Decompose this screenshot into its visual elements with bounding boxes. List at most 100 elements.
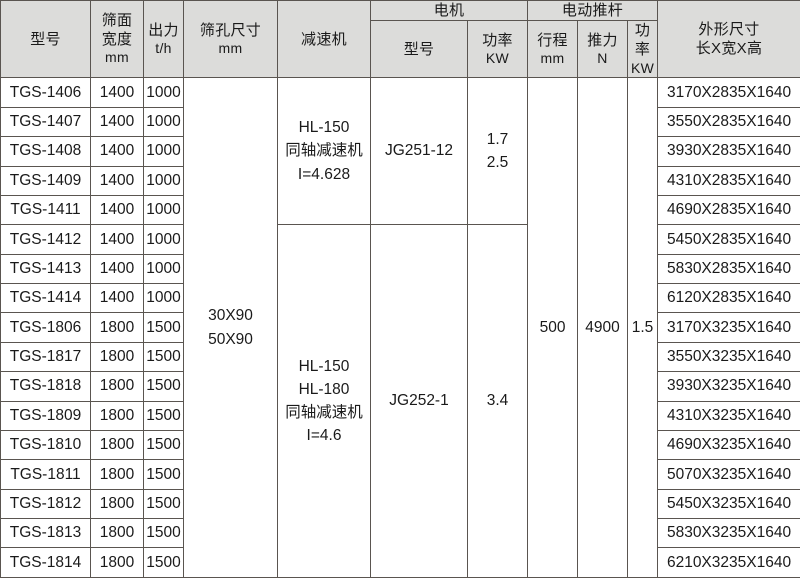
cell-screen-width: 1800 [90,400,144,431]
cell-dimensions: 6120X2835X1640 [657,283,800,314]
table-row: TGS-1412 1400 1000 HL-150 HL-180 同轴减速机 I… [0,224,800,578]
table-row: TGS-1812 1800 1500 5450X3235X1640 [0,488,800,520]
header-group-motor: 电机 [369,0,529,22]
cell-dimensions: 3550X3235X1640 [657,341,800,373]
table-row: TGS-1414 1400 1000 6120X2835X1640 [0,283,800,314]
cell-model: TGS-1818 [0,371,91,402]
cell-screen-width: 1800 [90,459,144,490]
header-row-columns: 型号 功率 KW 行程 mm 推力 N 功率 KW [1,20,800,79]
table-row: TGS-1810 1800 1500 4690X3235X1640 [0,429,800,461]
cell-motor-model-group-2: JG252-1 [370,224,468,578]
cell-actuator-power: 1.5 [627,77,659,578]
cell-dimensions: 5450X2835X1640 [657,224,800,255]
cell-output: 1000 [143,253,184,285]
cell-model: TGS-1414 [0,283,91,314]
cell-output: 1000 [143,194,184,226]
cell-screen-width: 1400 [90,136,144,167]
header-motor-power: 功率 KW [466,20,529,79]
cell-aperture-merged: 30X90 50X90 [183,77,278,578]
cell-model: TGS-1811 [0,459,91,490]
header-actuator-thrust: 推力 N [577,20,629,79]
cell-screen-width: 1800 [90,547,144,578]
cell-output: 1500 [143,429,184,461]
header-motor-model: 型号 [370,20,468,79]
header-screen-width: 筛面 宽度 mm [90,0,144,79]
cell-dimensions: 3930X3235X1640 [657,371,800,402]
table-row: TGS-1811 1800 1500 5070X3235X1640 [0,459,800,490]
cell-screen-width: 1400 [90,77,144,108]
cell-actuator-stroke: 500 [527,77,579,578]
cell-dimensions: 4690X2835X1640 [657,194,800,226]
cell-dimensions: 5830X2835X1640 [657,253,800,285]
cell-dimensions: 4310X3235X1640 [657,400,800,431]
cell-dimensions: 5070X3235X1640 [657,459,800,490]
cell-screen-width: 1400 [90,253,144,285]
cell-model: TGS-1408 [0,136,91,167]
table-row: TGS-1413 1400 1000 5830X2835X1640 [0,253,800,285]
header-reducer: 减速机 [277,0,371,79]
cell-screen-width: 1400 [90,224,144,255]
cell-model: TGS-1809 [0,400,91,431]
cell-motor-model-group-1: JG251-12 [370,77,468,226]
table-body: TGS-1406 1400 1000 30X90 50X90 HL-150 同轴… [0,77,800,578]
table-row: TGS-1809 1800 1500 4310X3235X1640 [0,400,800,431]
cell-model: TGS-1406 [0,77,91,108]
cell-dimensions: 5830X3235X1640 [657,518,800,549]
cell-output: 1500 [143,547,184,578]
cell-output: 1500 [143,341,184,373]
table-row: TGS-1411 1400 1000 4690X2835X1640 [0,194,800,226]
table-row: TGS-1817 1800 1500 3550X3235X1640 [0,341,800,373]
cell-reducer-group-2: HL-150 HL-180 同轴减速机 I=4.6 [277,224,371,578]
cell-dimensions: 6210X3235X1640 [657,547,800,578]
cell-screen-width: 1800 [90,518,144,549]
cell-screen-width: 1400 [90,165,144,196]
cell-model: TGS-1813 [0,518,91,549]
header-model: 型号 [0,0,91,79]
cell-output: 1500 [143,400,184,431]
header-output: 出力 t/h [143,0,184,79]
cell-model: TGS-1411 [0,194,91,226]
cell-screen-width: 1800 [90,341,144,373]
cell-output: 1000 [143,106,184,138]
table-row: TGS-1818 1800 1500 3930X3235X1640 [0,371,800,402]
cell-screen-width: 1800 [90,488,144,520]
cell-screen-width: 1800 [90,312,144,343]
cell-dimensions: 3170X2835X1640 [657,77,800,108]
cell-dimensions: 3550X2835X1640 [657,106,800,138]
cell-model: TGS-1812 [0,488,91,520]
cell-output: 1000 [143,77,184,108]
cell-screen-width: 1400 [90,106,144,138]
table-row: TGS-1406 1400 1000 30X90 50X90 HL-150 同轴… [0,77,800,578]
header-row-group: 型号 筛面 宽度 mm 出力 t/h 筛孔尺寸 mm 减速机 电机 电动 [0,0,800,79]
table-row: TGS-1813 1800 1500 5830X3235X1640 [0,518,800,549]
header-group-actuator: 电动推杆 [527,0,659,22]
cell-dimensions: 3170X3235X1640 [657,312,800,343]
cell-screen-width: 1400 [90,283,144,314]
cell-dimensions: 5450X3235X1640 [657,488,800,520]
cell-dimensions: 4310X2835X1640 [657,165,800,196]
cell-actuator-thrust: 4900 [577,77,629,578]
table-row: TGS-1408 1400 1000 3930X2835X1640 [0,136,800,167]
header-aperture: 筛孔尺寸 mm [183,0,278,79]
cell-reducer-group-1: HL-150 同轴减速机 I=4.628 [277,77,371,226]
cell-dimensions: 3930X2835X1640 [657,136,800,167]
cell-model: TGS-1817 [0,341,91,373]
cell-model: TGS-1810 [0,429,91,461]
cell-output: 1500 [143,371,184,402]
cell-model: TGS-1409 [0,165,91,196]
cell-model: TGS-1407 [0,106,91,138]
cell-motor-power-group-1: 1.7 2.5 [466,77,529,226]
cell-model: TGS-1806 [0,312,91,343]
cell-output: 1000 [143,224,184,255]
header-actuator-power: 功率 KW [627,20,659,79]
cell-screen-width: 1400 [90,194,144,226]
table-row: TGS-1409 1400 1000 4310X2835X1640 [0,165,800,196]
cell-model: TGS-1814 [0,547,91,578]
cell-screen-width: 1800 [90,429,144,461]
header-dimensions: 外形尺寸 长X宽X高 [657,0,800,79]
header-actuator-stroke: 行程 mm [527,20,579,79]
cell-output: 1000 [143,165,184,196]
cell-dimensions: 4690X3235X1640 [657,429,800,461]
cell-output: 1000 [143,283,184,314]
